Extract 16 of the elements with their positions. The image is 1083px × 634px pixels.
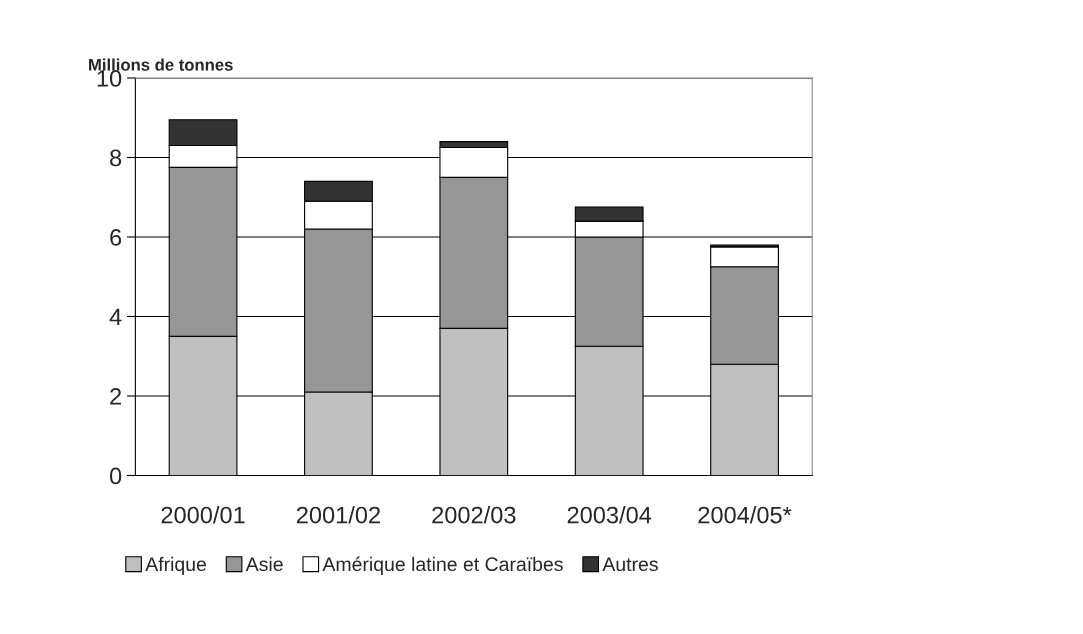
legend-label: Amérique latine et Caraïbes [322,556,563,575]
y-axis-title: Millions de tonnes [89,58,233,71]
y-tick-label: 2 [110,388,121,405]
x-tick-label: 2004/05* [698,506,792,524]
legend-label: Afrique [145,556,206,575]
x-tick-label: 2003/04 [567,506,652,524]
x-tick-label: 2001/02 [296,506,380,524]
x-tick-label: 2000/01 [161,506,245,524]
legend-label: Asie [245,556,283,572]
y-tick-label: 8 [110,149,122,167]
y-tick-label: 4 [109,308,122,326]
y-tick-label: 0 [109,467,122,485]
y-tick-label: 6 [110,229,122,246]
y-tick-label: 10 [97,70,122,87]
legend-label: Autres [602,557,658,572]
x-tick-label: 2002/03 [432,506,516,524]
